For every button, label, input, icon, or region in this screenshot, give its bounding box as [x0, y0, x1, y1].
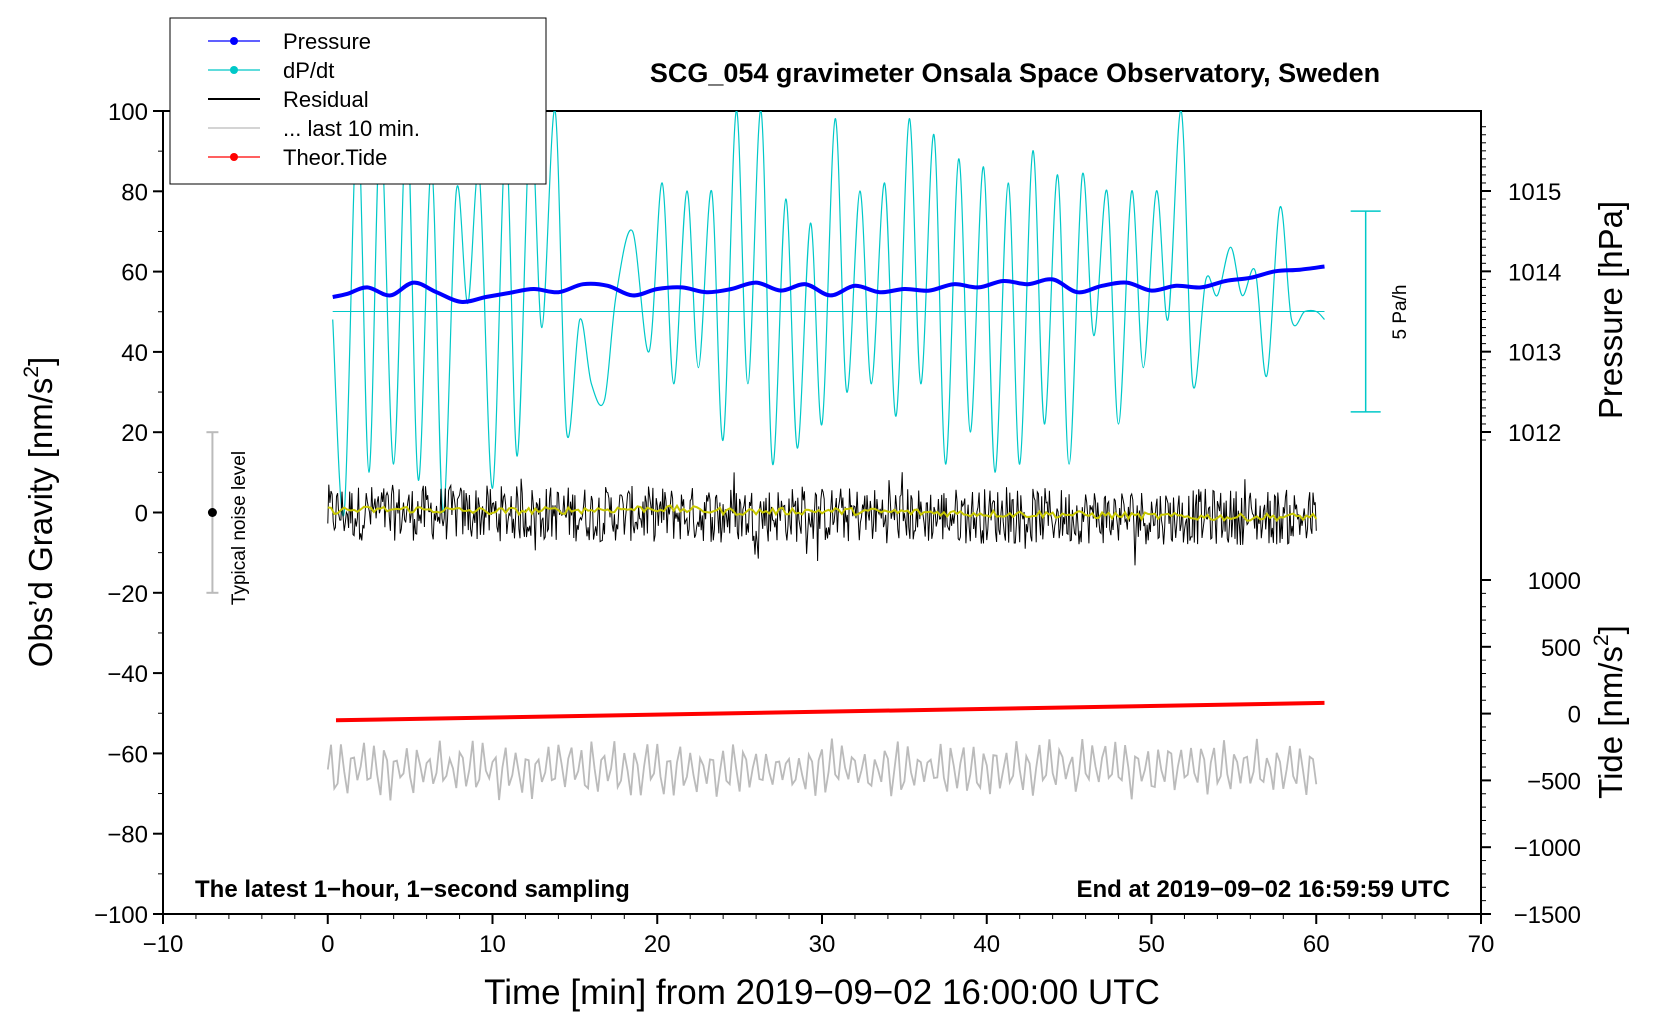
tide-tick-label: 0: [1568, 702, 1581, 729]
y-left-sup: 2: [20, 366, 43, 378]
tide-label-sup: 2: [1590, 634, 1613, 646]
y-axis-label-tide: Tide [nm/s2]: [1590, 625, 1629, 799]
annotation-end-time: End at 2019−09−02 16:59:59 UTC: [1076, 876, 1450, 903]
y-left-end: ]: [22, 357, 59, 366]
axis-ticks: −10 0 10 20 30 40 50 60 70100806040200−20−40−60−…: [94, 99, 1581, 958]
pressure-tick-label: 1015: [1508, 179, 1561, 206]
legend-marker: [230, 153, 238, 161]
pressure-tick-label: 1013: [1508, 340, 1561, 367]
pressure-tick-label: 1014: [1508, 259, 1561, 286]
legend-label: ... last 10 min.: [283, 116, 420, 141]
y-tick-label: 20: [121, 420, 148, 447]
x-tick-label: 0: [321, 931, 334, 958]
x-tick-label: 50: [1138, 931, 1165, 958]
x-tick-label: 40: [973, 931, 1000, 958]
y-tick-label: −20: [107, 581, 148, 608]
noise-bar-dot: [207, 508, 217, 517]
y-tick-label: −60: [107, 741, 148, 768]
y-tick-label: 100: [108, 99, 148, 126]
y-tick-label: 80: [121, 179, 148, 206]
chart-title: SCG_054 gravimeter Onsala Space Observat…: [650, 58, 1380, 88]
legend: Pressure dP/dt Residual ... last 10 min. The…: [169, 17, 547, 185]
x-tick-label: 70: [1468, 931, 1495, 958]
tide-label-end: ]: [1592, 625, 1629, 634]
x-tick-label: 10: [479, 931, 506, 958]
legend-marker: [230, 37, 238, 45]
annotation-sampling: The latest 1−hour, 1−second sampling: [195, 876, 630, 903]
x-tick-label: 60: [1303, 931, 1330, 958]
legend-label: Theor.Tide: [283, 145, 387, 170]
tide-tick-label: −1500: [1514, 902, 1581, 929]
legend-label: dP/dt: [283, 58, 334, 83]
x-axis-label: Time [min] from 2019−09−02 16:00:00 UTC: [484, 973, 1160, 1012]
dpdt-line: [332, 111, 1325, 517]
legend-label: Residual: [283, 87, 369, 112]
tide-tick-label: −500: [1527, 768, 1581, 795]
tide-tick-label: 500: [1541, 635, 1581, 662]
y-axis-label-left: Obs’d Gravity [nm/s2]: [20, 357, 59, 668]
pressure-tick-label: 1012: [1508, 420, 1561, 447]
tide-label-text: Tide [nm/s: [1592, 646, 1629, 799]
tide-line: [335, 700, 1325, 723]
residual-line: [327, 472, 1317, 566]
rate-label: 5 Pa/h: [1390, 285, 1411, 340]
y-tick-label: −100: [94, 902, 148, 929]
last-10-min-line: [326, 738, 1318, 801]
x-tick-label: 30: [809, 931, 836, 958]
data-series: [206, 111, 1381, 801]
y-axis-label-pressure: Pressure [hPa]: [1592, 201, 1629, 419]
noise-level-label: Typical noise level: [229, 451, 250, 605]
pressure-line: [332, 264, 1325, 304]
x-tick-label: −10: [143, 931, 184, 958]
y-tick-label: −40: [107, 661, 148, 688]
x-tick-label: 20: [644, 931, 671, 958]
y-left-text: Obs’d Gravity [nm/s: [22, 378, 59, 668]
y-tick-label: 0: [135, 501, 148, 528]
tide-tick-label: −1000: [1514, 835, 1581, 862]
y-tick-label: −80: [107, 822, 148, 849]
tide-tick-label: 1000: [1528, 568, 1581, 595]
legend-marker: [230, 66, 238, 74]
residual-mean-line: [327, 503, 1318, 523]
legend-label: Pressure: [283, 29, 371, 54]
y-tick-label: 40: [121, 340, 148, 367]
y-tick-label: 60: [121, 260, 148, 287]
